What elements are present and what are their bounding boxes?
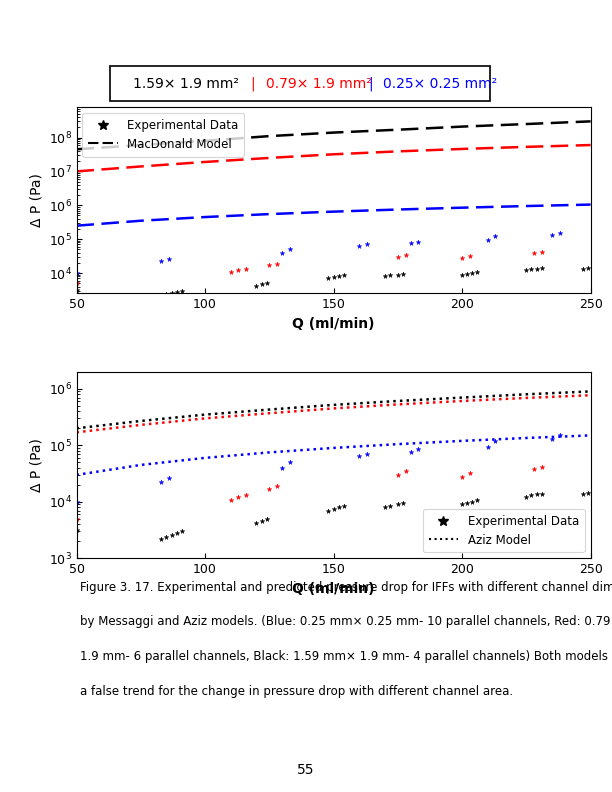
FancyBboxPatch shape xyxy=(110,66,490,101)
Text: a false trend for the change in pressure drop with different channel area.: a false trend for the change in pressure… xyxy=(80,685,513,698)
Text: by Messaggi and Aziz models. (Blue: 0.25 mm× 0.25 mm- 10 parallel channels, Red:: by Messaggi and Aziz models. (Blue: 0.25… xyxy=(80,615,612,628)
X-axis label: Q (ml/min): Q (ml/min) xyxy=(293,317,375,331)
Text: |: | xyxy=(250,76,255,91)
Legend: Experimental Data, MacDonald Model: Experimental Data, MacDonald Model xyxy=(83,112,244,157)
Text: 0.25× 0.25 mm²: 0.25× 0.25 mm² xyxy=(383,77,498,90)
X-axis label: Q (ml/min): Q (ml/min) xyxy=(293,582,375,596)
Text: 55: 55 xyxy=(297,763,315,777)
Text: |: | xyxy=(368,76,373,91)
Y-axis label: Δ P (Pa): Δ P (Pa) xyxy=(29,438,43,492)
Legend: Experimental Data, Aziz Model: Experimental Data, Aziz Model xyxy=(423,508,584,553)
Text: 0.79× 1.9 mm²: 0.79× 1.9 mm² xyxy=(266,77,371,90)
Text: 1.59× 1.9 mm²: 1.59× 1.9 mm² xyxy=(133,77,239,90)
Text: Figure 3. 17. Experimental and predicted pressure drop for IFFs with different c: Figure 3. 17. Experimental and predicted… xyxy=(80,581,612,593)
Y-axis label: Δ P (Pa): Δ P (Pa) xyxy=(29,173,43,227)
Text: 1.9 mm- 6 parallel channels, Black: 1.59 mm× 1.9 mm- 4 parallel channels) Both m: 1.9 mm- 6 parallel channels, Black: 1.59… xyxy=(80,650,612,663)
